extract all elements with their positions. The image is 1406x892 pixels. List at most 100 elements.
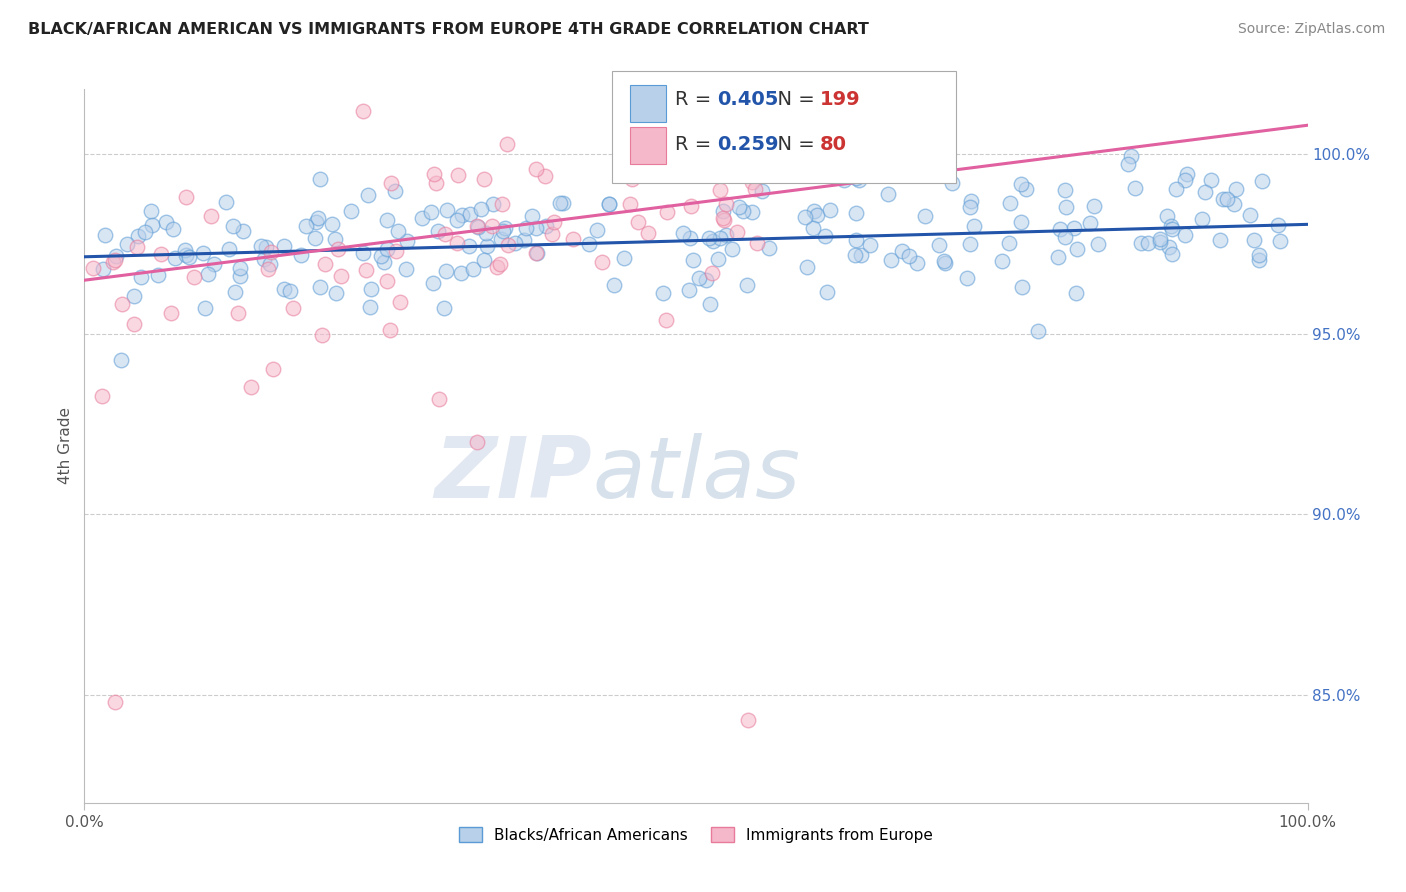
Point: [458, 207, 481, 221]
Point: [815, 285, 838, 299]
Point: [561, 232, 583, 246]
Point: [194, 301, 217, 316]
Point: [329, 269, 352, 284]
Point: [385, 244, 408, 258]
Point: [472, 171, 495, 186]
Point: [818, 203, 841, 218]
Point: [472, 253, 495, 268]
Point: [475, 239, 498, 253]
Point: [728, 200, 751, 214]
Point: [357, 188, 380, 202]
Point: [1066, 242, 1088, 256]
Point: [1175, 167, 1198, 181]
Point: [273, 282, 295, 296]
Point: [1173, 227, 1195, 242]
Point: [491, 232, 513, 246]
Point: [711, 211, 734, 226]
Point: [1156, 209, 1178, 223]
Point: [91, 262, 114, 277]
Point: [720, 242, 742, 256]
Point: [174, 243, 197, 257]
Point: [311, 328, 333, 343]
Point: [1243, 233, 1265, 247]
Point: [352, 104, 374, 119]
Point: [515, 221, 537, 235]
Point: [1174, 173, 1197, 187]
Point: [380, 176, 402, 190]
Point: [387, 224, 409, 238]
Point: [290, 248, 312, 262]
Point: [183, 270, 205, 285]
Point: [513, 233, 536, 247]
Point: [273, 239, 295, 253]
Point: [104, 695, 127, 709]
Point: [534, 219, 557, 233]
Legend: Blacks/African Americans, Immigrants from Europe: Blacks/African Americans, Immigrants fro…: [453, 821, 939, 848]
Point: [709, 183, 731, 197]
Point: [737, 713, 759, 727]
Point: [446, 213, 468, 227]
Point: [845, 233, 868, 247]
Point: [125, 240, 148, 254]
Point: [1078, 216, 1101, 230]
Text: BLACK/AFRICAN AMERICAN VS IMMIGRANTS FROM EUROPE 4TH GRADE CORRELATION CHART: BLACK/AFRICAN AMERICAN VS IMMIGRANTS FRO…: [28, 22, 869, 37]
Point: [814, 228, 837, 243]
Point: [578, 237, 600, 252]
Point: [637, 227, 659, 241]
Point: [94, 228, 117, 243]
Point: [716, 197, 738, 211]
Point: [307, 211, 329, 225]
Point: [160, 306, 183, 320]
Point: [388, 294, 411, 309]
Point: [688, 271, 710, 285]
Point: [105, 249, 128, 263]
Point: [707, 252, 730, 266]
Point: [1121, 149, 1143, 163]
Point: [1149, 235, 1171, 249]
Point: [489, 257, 512, 271]
Point: [375, 242, 398, 256]
Point: [422, 276, 444, 290]
Point: [174, 190, 197, 204]
Point: [1063, 221, 1085, 235]
Point: [645, 113, 668, 128]
Point: [741, 175, 763, 189]
Point: [702, 234, 724, 248]
Point: [1161, 247, 1184, 261]
Point: [259, 257, 281, 271]
Point: [122, 289, 145, 303]
Point: [191, 246, 214, 260]
Point: [450, 266, 472, 280]
Point: [115, 237, 138, 252]
Point: [122, 317, 145, 331]
Point: [232, 224, 254, 238]
Point: [423, 167, 446, 181]
Point: [281, 301, 304, 316]
Point: [620, 172, 643, 186]
Point: [434, 227, 457, 241]
Point: [741, 205, 763, 219]
Point: [314, 257, 336, 271]
Point: [725, 225, 748, 239]
Point: [1053, 230, 1076, 244]
Point: [294, 219, 316, 234]
Point: [229, 269, 252, 284]
Point: [262, 361, 284, 376]
Point: [1026, 324, 1049, 338]
Point: [844, 248, 866, 262]
Point: [1249, 253, 1271, 268]
Point: [745, 236, 768, 251]
Point: [1049, 222, 1071, 236]
Point: [429, 392, 451, 406]
Point: [177, 250, 200, 264]
Point: [250, 239, 273, 253]
Point: [672, 129, 695, 144]
Text: ZIP: ZIP: [434, 433, 592, 516]
Point: [447, 169, 470, 183]
Point: [148, 268, 170, 283]
Point: [725, 105, 748, 120]
Point: [475, 226, 498, 240]
Point: [859, 238, 882, 252]
Point: [494, 221, 516, 235]
Point: [1130, 235, 1153, 250]
